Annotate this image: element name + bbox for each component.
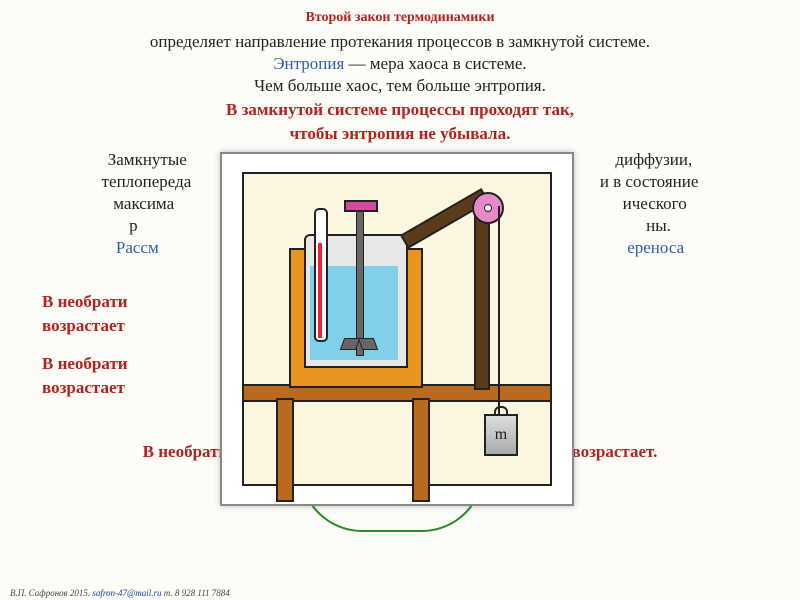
- table-leg: [276, 398, 294, 502]
- weight-mass: m: [484, 414, 518, 456]
- stirrer-handle: [344, 200, 378, 212]
- entropy-rest: — мера хаоса в системе.: [344, 54, 526, 73]
- apparatus-figure: m: [220, 152, 574, 506]
- law-line-2: чтобы энтропия не убывала.: [12, 124, 788, 144]
- stirrer-blade: [344, 334, 374, 352]
- chaos-line: Чем больше хаос, тем больше энтропия.: [12, 76, 788, 96]
- footer-credit: В.П. Сафронов 2015. safron-47@mail.ru т.…: [10, 588, 230, 598]
- slide-title: Второй закон термодинамики: [12, 10, 788, 26]
- string: [498, 206, 500, 416]
- pulley-post: [474, 212, 490, 390]
- entropy-term: Энтропия: [273, 54, 344, 73]
- footer-email-link[interactable]: safron-47@mail.ru: [92, 588, 161, 598]
- table-leg: [412, 398, 430, 502]
- apparatus-stage: m: [242, 172, 552, 486]
- intro-line: определяет направление протекания процес…: [12, 32, 788, 52]
- thermometer-icon: [314, 208, 328, 342]
- entropy-def: Энтропия — мера хаоса в системе.: [12, 54, 788, 74]
- law-line-1: В замкнутой системе процессы проходят та…: [12, 100, 788, 120]
